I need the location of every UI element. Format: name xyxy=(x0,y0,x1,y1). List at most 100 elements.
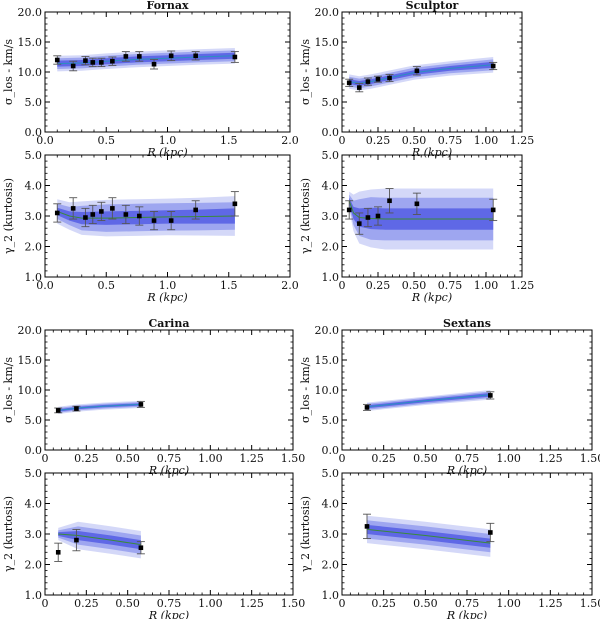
y-tick-label: 1.0 xyxy=(322,271,340,284)
data-point xyxy=(151,61,157,67)
y-tick-label: 5.0 xyxy=(25,149,43,162)
data-point xyxy=(137,54,142,59)
y-tick-label: 5.0 xyxy=(25,467,43,480)
x-tick-label: 2.0 xyxy=(281,134,299,147)
data-point xyxy=(193,207,198,213)
x-tick-label: 0.75 xyxy=(455,452,480,465)
model-line xyxy=(58,533,141,546)
data-point xyxy=(110,58,115,64)
y-tick-label: 5.0 xyxy=(322,414,340,427)
x-tick-label: 0 xyxy=(42,452,49,465)
x-tick-label: 0.25 xyxy=(74,452,99,465)
x-tick-label: 1.50 xyxy=(281,452,306,465)
y-tick-label: 10.0 xyxy=(18,66,43,79)
x-axis-label: R (kpc) xyxy=(146,146,187,159)
data-point xyxy=(74,406,79,411)
plot-area xyxy=(58,521,141,559)
panel-fornax-sigma: 0.0 0.5 1.0 1.5 2.0 0.0 5.0 10.0 15.0 20.0 R (kpc)… xyxy=(2,0,299,159)
y-tick-label: 10.0 xyxy=(315,384,340,397)
data-point xyxy=(137,213,142,219)
x-tick-label: 0.25 xyxy=(371,452,396,465)
y-tick-label: 20.0 xyxy=(18,324,43,337)
model-line xyxy=(366,394,491,408)
data-point xyxy=(232,54,238,60)
y-tick-label: 2.0 xyxy=(25,241,43,254)
x-tick-label: 0.75 xyxy=(157,597,182,610)
panel-fornax-kurt: 0.0 0.5 1.0 1.5 2.0 1.0 2.0 3.0 4.0 5.0 R (kpc) γ_2… xyxy=(2,149,299,304)
x-tick-label: 0.50 xyxy=(413,597,438,610)
y-tick-label: 1.0 xyxy=(25,589,43,602)
x-tick-label: 1.0 xyxy=(159,134,177,147)
x-axis-label: R (kpc) xyxy=(146,291,187,304)
x-tick-label: 1.5 xyxy=(220,279,238,292)
y-tick-label: 15.0 xyxy=(18,354,43,367)
data-point xyxy=(54,57,60,63)
y-axis-label: σ_los - km/s xyxy=(299,357,312,423)
data-point xyxy=(488,393,493,398)
x-tick-label: 1.50 xyxy=(281,597,306,610)
x-tick-label: 1.25 xyxy=(538,597,563,610)
x-tick-label: 1.25 xyxy=(239,452,264,465)
data-point xyxy=(74,537,79,543)
y-tick-label: 5.0 xyxy=(322,149,340,162)
y-tick-label: 10.0 xyxy=(315,66,340,79)
y-tick-label: 0.0 xyxy=(25,444,43,457)
x-tick-label: 0.75 xyxy=(455,597,480,610)
y-tick-label: 5.0 xyxy=(25,96,43,109)
data-point xyxy=(99,60,104,65)
band-inner xyxy=(349,197,494,230)
y-tick-label: 3.0 xyxy=(25,528,43,541)
x-tick-label: 0 xyxy=(339,597,346,610)
data-point xyxy=(168,53,174,59)
data-point xyxy=(55,550,61,555)
data-point xyxy=(387,75,392,81)
y-tick-label: 4.0 xyxy=(322,180,340,193)
axes-frame xyxy=(341,329,593,451)
x-tick-label: 0 xyxy=(339,134,346,147)
panel-carina-sigma: 0 0.25 0.50 0.75 1.00 1.25 1.50 0.0 5.0 10.0 15.0 2… xyxy=(2,317,305,477)
y-axis-label: γ_2 (kurtosis) xyxy=(2,496,15,572)
x-axis-label: R (kpc) xyxy=(411,146,452,159)
y-tick-label: 4.0 xyxy=(322,498,340,511)
y-tick-label: 10.0 xyxy=(18,384,43,397)
y-tick-label: 4.0 xyxy=(25,498,43,511)
data-point xyxy=(123,54,129,59)
x-tick-label: 0 xyxy=(339,452,346,465)
panel-carina-kurt: 0 0.25 0.50 0.75 1.00 1.25 1.50 1.0 2.0 3.0 4.0 5.0… xyxy=(2,467,305,619)
data-point xyxy=(364,405,370,410)
y-axis-label: σ_los - km/s xyxy=(2,39,15,105)
x-tick-label: 0.75 xyxy=(438,279,463,292)
data-point xyxy=(138,545,144,551)
data-point xyxy=(138,402,144,407)
x-tick-label: 0 xyxy=(339,279,346,292)
x-tick-label: 0.5 xyxy=(98,134,116,147)
data-point xyxy=(151,218,157,223)
x-tick-label: 0.50 xyxy=(402,134,427,147)
model-line xyxy=(57,210,235,219)
data-point xyxy=(365,215,371,220)
y-tick-label: 15.0 xyxy=(315,354,340,367)
data-point xyxy=(365,79,371,84)
x-axis-label: R (kpc) xyxy=(446,464,487,477)
axes-frame xyxy=(44,11,291,133)
x-tick-label: 1.25 xyxy=(538,452,563,465)
x-tick-label: 1.00 xyxy=(496,452,521,465)
x-tick-label: 1.0 xyxy=(159,279,177,292)
y-axis-label: γ_2 (kurtosis) xyxy=(299,178,312,254)
data-point xyxy=(70,63,76,69)
data-point xyxy=(168,218,174,223)
x-tick-label: 1.25 xyxy=(510,279,535,292)
x-tick-label: 0.50 xyxy=(115,597,140,610)
data-point xyxy=(490,207,496,213)
x-tick-label: 0.75 xyxy=(157,452,182,465)
data-point xyxy=(90,212,96,217)
x-tick-label: 2.0 xyxy=(281,279,299,292)
data-point xyxy=(414,201,420,207)
x-axis-label: R (kpc) xyxy=(411,291,452,304)
panel-sculptor-kurt: 0 0.25 0.50 0.75 1.00 1.25 1.0 2.0 3.0 4.0 5.0 R (k… xyxy=(299,149,534,304)
y-axis-label: γ_2 (kurtosis) xyxy=(2,178,15,254)
x-tick-label: 0.75 xyxy=(438,134,463,147)
y-tick-label: 0.0 xyxy=(322,444,340,457)
x-tick-label: 1.50 xyxy=(580,452,600,465)
x-tick-label: 1.00 xyxy=(198,452,223,465)
